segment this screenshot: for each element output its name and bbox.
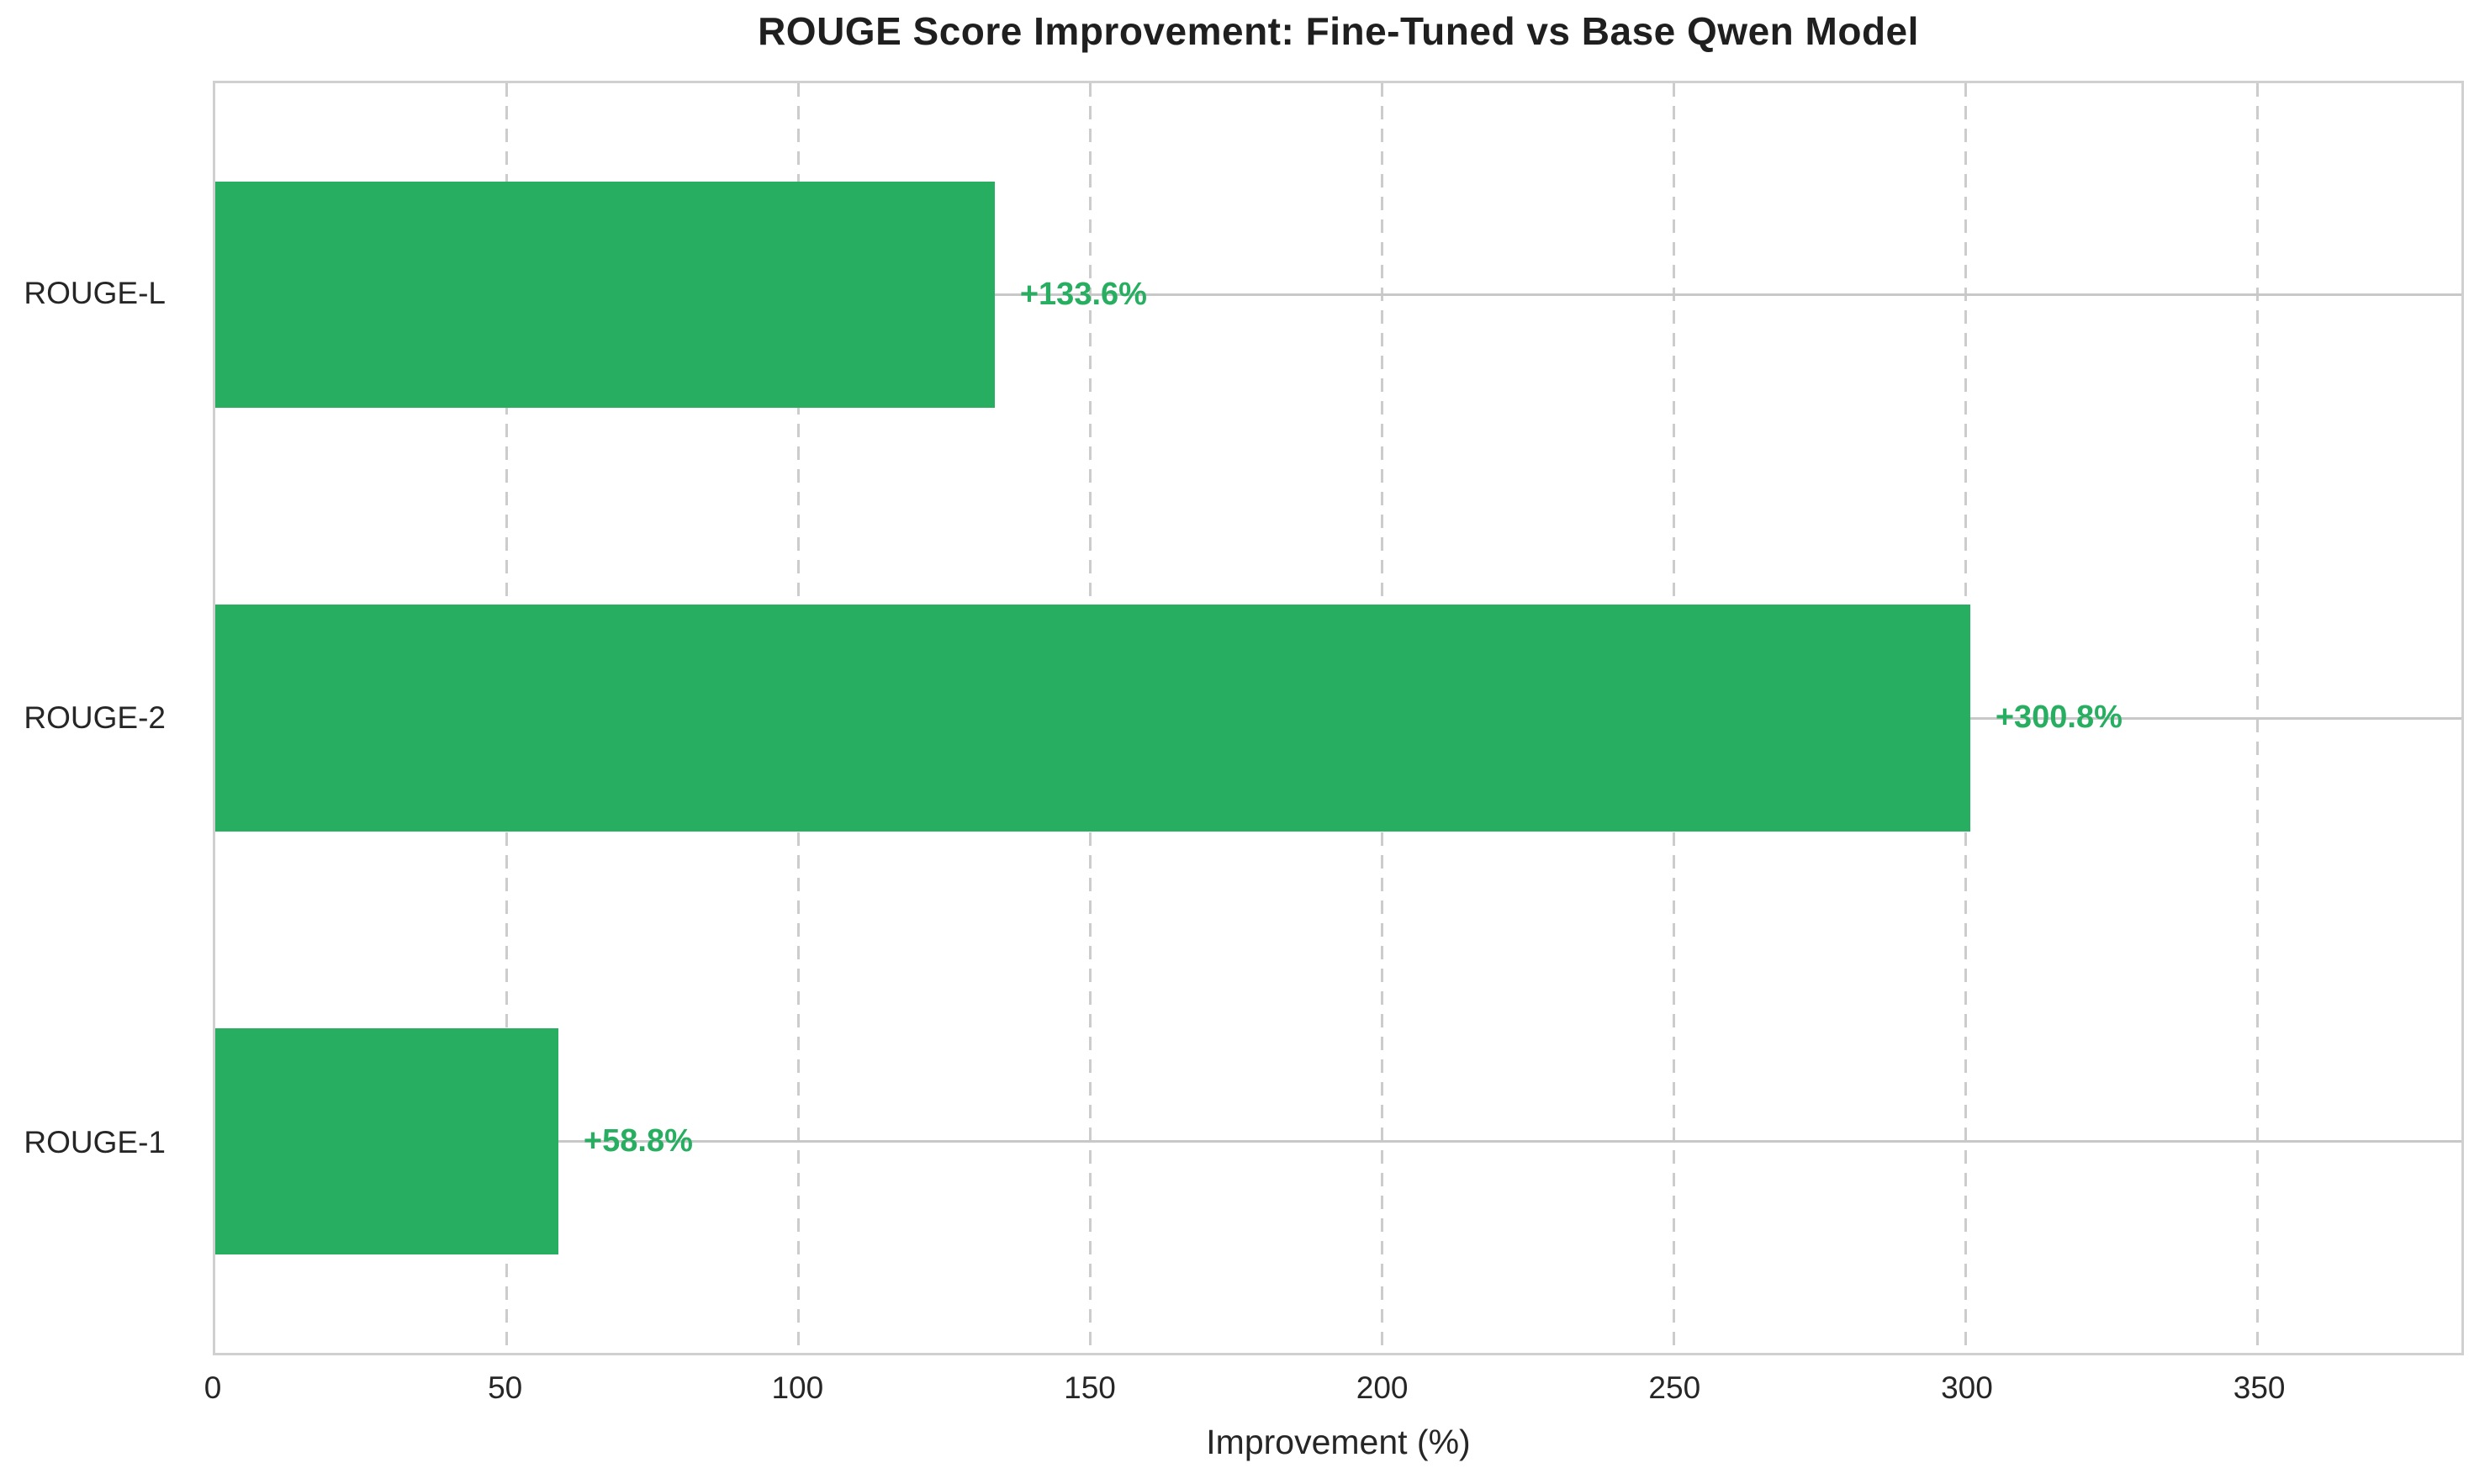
x-tick-label: 50 [488, 1370, 523, 1405]
x-tick-label: 0 [204, 1370, 222, 1405]
bar-row: +133.6% [215, 83, 2461, 506]
bar-value-label: +133.6% [1019, 277, 1147, 313]
bars: +133.6% +300.8% +58.8% [215, 83, 2461, 1353]
x-tick-label: 250 [1648, 1370, 1701, 1405]
x-axis-label: Improvement (%) [1206, 1423, 1471, 1461]
bar-value-label: +300.8% [1995, 700, 2123, 736]
bar-value-label: +58.8% [583, 1122, 693, 1159]
x-tick-label: 200 [1356, 1370, 1409, 1405]
chart-title: ROUGE Score Improvement: Fine-Tuned vs B… [758, 9, 1919, 53]
bar-row: +58.8% [215, 930, 2461, 1353]
x-tick-label: 100 [771, 1370, 824, 1405]
bar-row: +300.8% [215, 506, 2461, 929]
bar-rouge-2 [215, 605, 1970, 832]
y-tick-label: ROUGE-L [24, 275, 166, 310]
x-axis: 0 50 100 150 200 250 300 350 [204, 1370, 2464, 1413]
bar-rouge-1 [215, 1027, 558, 1254]
y-gridline [215, 293, 2461, 297]
bar-rouge-l [215, 182, 995, 409]
y-tick-label: ROUGE-1 [24, 1125, 166, 1160]
y-axis: ROUGE-L ROUGE-2 ROUGE-1 [0, 81, 189, 1355]
x-tick-label: 300 [1941, 1370, 1993, 1405]
plot-area: +133.6% +300.8% +58.8% [213, 81, 2464, 1355]
x-tick-label: 150 [1064, 1370, 1116, 1405]
y-gridline [215, 1139, 2461, 1143]
y-tick-label: ROUGE-2 [24, 700, 166, 735]
x-tick-label: 350 [2233, 1370, 2286, 1405]
